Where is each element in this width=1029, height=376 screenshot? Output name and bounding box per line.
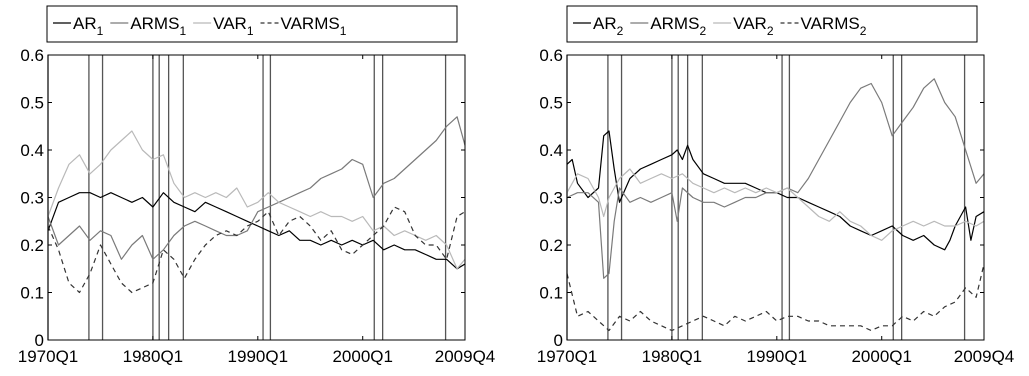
panel-2-x-tick-label: 1980Q1	[642, 347, 703, 366]
panel-1-x-tick-label: 1990Q1	[228, 347, 289, 366]
panel-2-y-tick-label: 0.2	[539, 236, 563, 255]
panel-2-legend-label-ar: AR2	[593, 14, 624, 38]
panel-2-legend-subscript: 2	[699, 24, 706, 38]
panel-2-legend-label-varms: VARMS2	[801, 14, 867, 38]
panel-2: 0 0.1 0.2 0.3 0.4 0.5 0.6 1970Q1 1980Q1 1990Q1 200…	[537, 5, 1015, 366]
panel-1-x-tick-label: 1970Q1	[18, 347, 79, 366]
panel-1-y-tick-label: 0	[35, 331, 44, 350]
panel-2-legend-label-var: VAR2	[733, 14, 774, 38]
panel-2-y-tick-label: 0.4	[539, 141, 563, 160]
panel-2-x-tick-label: 1990Q1	[747, 347, 808, 366]
panel-1-legend: AR1 ARMS1 VAR1 VARMS1	[46, 5, 458, 43]
panel-1-legend-subscript: 1	[340, 24, 347, 38]
panel-2-x-tick-label: 1970Q1	[537, 347, 598, 366]
panel-2-legend-subscript: 2	[860, 24, 867, 38]
panel-2-series-arms	[566, 78, 985, 279]
panel-1-legend-name: VAR	[213, 14, 247, 33]
panel-1-legend-subscript: 1	[247, 24, 254, 38]
panel-1-x-tick-label: 2000Q1	[332, 347, 393, 366]
panel-2-plot-area	[567, 55, 984, 340]
panel-1-legend-name: ARMS	[130, 14, 179, 33]
panel-2-legend-subscript: 2	[617, 24, 624, 38]
panel-2-legend-name: ARMS	[650, 14, 699, 33]
panel-1-y-tick-label: 0.3	[20, 189, 44, 208]
panel-2-y-tick-label: 0.1	[539, 284, 563, 303]
panel-1-plot-area	[48, 55, 465, 340]
panel-1-legend-label-var: VAR1	[213, 14, 254, 38]
panel-1-legend-subscript: 1	[179, 24, 186, 38]
panel-2-legend-subscript: 2	[767, 24, 774, 38]
panel-1-y-tick-label: 0.6	[20, 46, 44, 65]
panel-1-legend-label-ar: AR1	[73, 14, 104, 38]
panel-2-legend-box	[566, 5, 978, 43]
panel-2-y-tick-label: 0.6	[539, 46, 563, 65]
panel-2-x-tick-label: 2000Q1	[851, 347, 912, 366]
panel-1-legend-subscript: 1	[97, 24, 104, 38]
panel-2-y-tick-label: 0.3	[539, 189, 563, 208]
panel-1-series-var	[47, 130, 466, 270]
panel-2-legend-name: VARMS	[801, 14, 860, 33]
panel-2-y-tick-label: 0.5	[539, 94, 563, 113]
panel-2-y-tick-label: 0	[554, 331, 563, 350]
panel-1-legend-box	[46, 5, 458, 43]
panel-2-series-varms	[566, 263, 985, 332]
panel-1-y-tick-label: 0.4	[20, 141, 44, 160]
panel-1-y-tick-label: 0.1	[20, 284, 44, 303]
panel-2-series-var	[566, 168, 985, 241]
panel-1-series-varms	[47, 206, 466, 294]
panel-2-legend-label-arms: ARMS2	[650, 14, 706, 38]
panel-1-y-tick-label: 0.2	[20, 236, 44, 255]
panel-1-x-tick-label: 1980Q1	[123, 347, 184, 366]
panel-1-series-arms	[47, 116, 466, 260]
panel-1-legend-name: AR	[73, 14, 97, 33]
panel-1-y-tick-label: 0.5	[20, 94, 44, 113]
panel-1-legend-label-arms: ARMS1	[130, 14, 186, 38]
panel-2-x-tick-label: 2009Q4	[954, 347, 1015, 366]
panel-1-x-tick-label: 2009Q4	[435, 347, 496, 366]
panel-1-series-ar	[47, 192, 466, 270]
panel-2-legend-name: VAR	[733, 14, 767, 33]
panel-2-legend: AR2 ARMS2 VAR2 VARMS2	[566, 5, 978, 43]
panel-2-legend-name: AR	[593, 14, 617, 33]
panel-1-legend-name: VARMS	[281, 14, 340, 33]
panel-1: 0 0.1 0.2 0.3 0.4 0.5 0.6 1970Q1 1980Q1 1990Q1 200…	[18, 5, 496, 366]
panel-1-legend-label-varms: VARMS1	[281, 14, 347, 38]
